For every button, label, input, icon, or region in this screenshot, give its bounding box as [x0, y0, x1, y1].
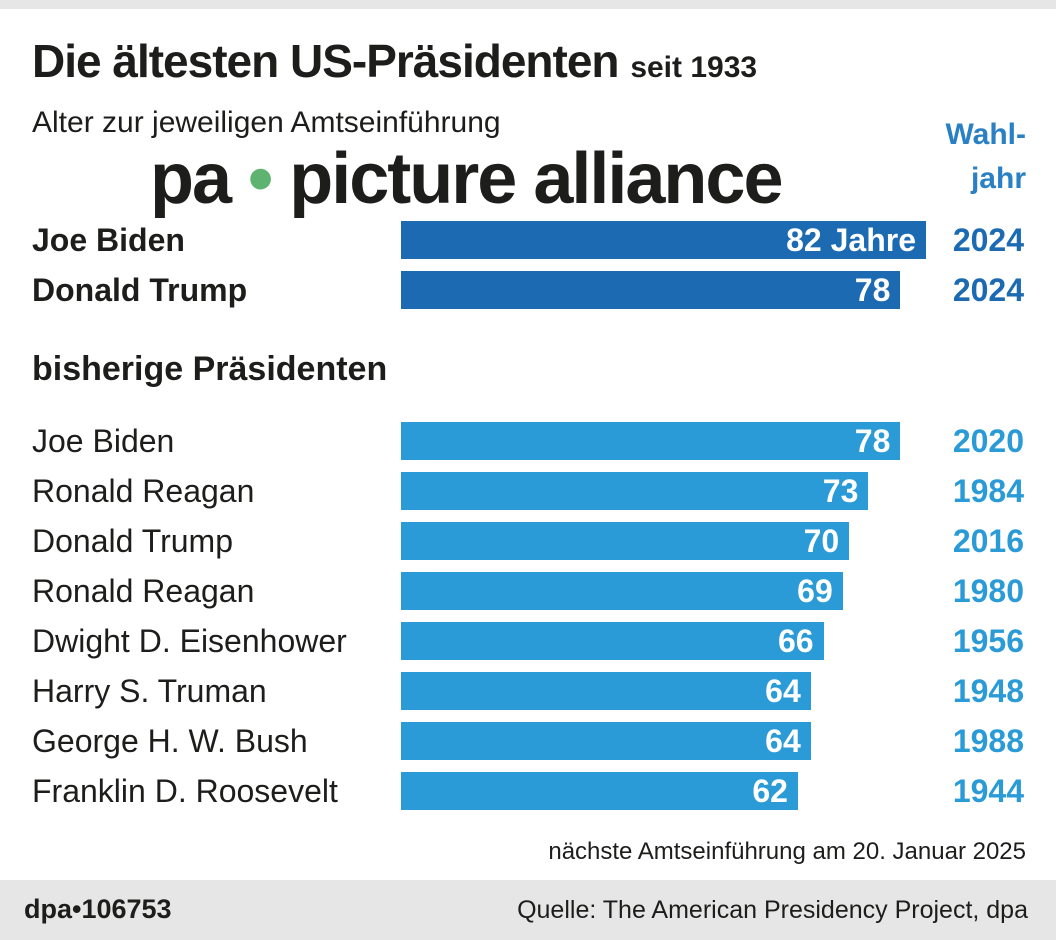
bar-row: George H. W. Bush 64 1988 — [0, 721, 1056, 761]
bar-row: Franklin D. Roosevelt 62 1944 — [0, 771, 1056, 811]
data-label: 70 — [803, 523, 840, 559]
graphic-id: dpa•106753 — [24, 894, 172, 924]
election-year: 1984 — [952, 473, 1024, 509]
bar: 66 — [401, 622, 824, 660]
data-label: 73 — [822, 473, 859, 509]
bar-row: Joe Biden 78 2020 — [0, 421, 1056, 461]
bar: 64 — [401, 672, 811, 710]
source: Quelle: The American Presidency Project,… — [517, 896, 1028, 924]
section-label: bisherige Präsidenten — [32, 350, 388, 388]
data-label: 78 — [854, 423, 891, 459]
data-label: 66 — [777, 623, 814, 659]
top-band — [0, 0, 1056, 9]
election-year: 1956 — [952, 623, 1024, 659]
president-name: Joe Biden — [32, 222, 185, 258]
data-label: 64 — [765, 723, 801, 759]
president-name: George H. W. Bush — [32, 723, 308, 759]
president-name: Donald Trump — [32, 523, 233, 559]
year-column-header: Wahl-jahr — [945, 118, 1026, 195]
bar-row: Joe Biden 82 Jahre 2024 — [0, 220, 1056, 260]
president-name: Ronald Reagan — [32, 573, 255, 609]
president-name: Ronald Reagan — [32, 473, 255, 509]
president-name: Harry S. Truman — [32, 673, 267, 709]
president-name: Franklin D. Roosevelt — [32, 773, 338, 809]
data-label: 62 — [752, 773, 788, 809]
president-name: Joe Biden — [32, 423, 175, 459]
election-year: 2016 — [952, 523, 1024, 559]
chart-title: Die ältesten US-Präsidenten seit 1933 — [32, 35, 758, 87]
bar-row: Dwight D. Eisenhower 66 1956 — [0, 621, 1056, 661]
bar: 69 — [401, 572, 843, 610]
data-label: 69 — [797, 573, 833, 609]
bar-row: Donald Trump 78 2024 — [0, 270, 1056, 310]
bar-row: Donald Trump 70 2016 — [0, 521, 1056, 561]
president-name: Dwight D. Eisenhower — [32, 623, 347, 659]
bar-row: Ronald Reagan 69 1980 — [0, 571, 1056, 611]
bar: 64 — [401, 722, 811, 760]
election-year: 1988 — [952, 723, 1024, 759]
election-year: 2024 — [952, 272, 1024, 308]
chart-subtitle: Alter zur jeweiligen Amtseinführung — [32, 106, 501, 139]
bar: 78 — [401, 271, 901, 309]
bar: 62 — [401, 772, 798, 810]
data-label: 82 Jahre — [786, 222, 916, 258]
election-year: 1948 — [952, 673, 1024, 709]
data-label: 78 — [854, 272, 891, 308]
bar-row: Ronald Reagan 73 1984 — [0, 471, 1056, 511]
data-label: 64 — [765, 673, 801, 709]
election-year: 2024 — [952, 222, 1024, 258]
election-year: 1980 — [952, 573, 1024, 609]
bar: 70 — [401, 522, 850, 560]
footer: dpa•106753 Quelle: The American Presiden… — [0, 880, 1056, 940]
bar: 73 — [401, 472, 869, 510]
bar-row: Harry S. Truman 64 1948 — [0, 671, 1056, 711]
bar: 78 — [401, 422, 901, 460]
watermark: pa • picture alliance — [150, 139, 784, 219]
footnote: nächste Amtseinführung am 20. Januar 202… — [548, 838, 1026, 865]
election-year: 1944 — [952, 773, 1024, 809]
bar: 82 Jahre — [401, 221, 926, 259]
president-name: Donald Trump — [32, 272, 248, 308]
election-year: 2020 — [952, 423, 1024, 459]
title-suffix: seit 1933 — [630, 51, 758, 84]
